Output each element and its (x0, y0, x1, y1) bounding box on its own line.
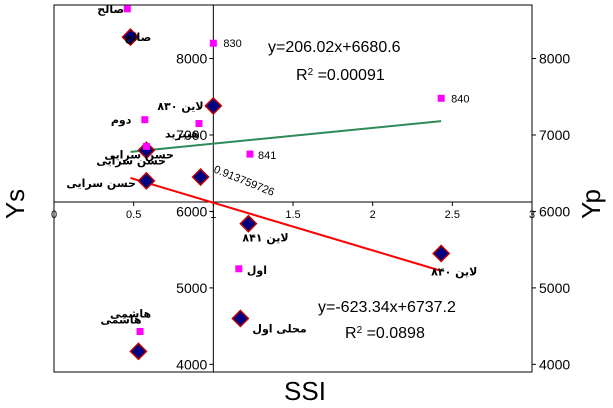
ys-point (231, 309, 250, 328)
yp-point-label: هاشمی (110, 307, 151, 320)
axes: 0 0.5 1 1.5 2 2.5 3 4000 5000 6000 7000 8000 4000 500… (51, 5, 570, 372)
x-tick-label: 1.5 (285, 209, 300, 221)
ys-point-label: حسن سرایی (96, 154, 166, 167)
plot-border (53, 4, 533, 373)
y-left-tick-label: 7000 (176, 127, 207, 143)
x-axis-title: SSI (284, 376, 326, 406)
yp-point-label: 840 (451, 93, 469, 105)
plot-frame (53, 4, 533, 373)
trendline-ys-r2: R2 =0.0898 (345, 325, 425, 343)
y-left-tick-label: 5000 (176, 280, 207, 296)
trendline-ys (130, 176, 442, 272)
yp-point (141, 116, 149, 124)
y-left-tick-label: 6000 (176, 203, 207, 219)
yp-point (195, 120, 203, 128)
ys-point (137, 141, 156, 160)
y-right-tick-label: 5000 (539, 280, 570, 296)
yp-point-label: دوم (111, 114, 132, 127)
yp-point (437, 94, 445, 102)
ys-point-label: حسن سرایی (66, 177, 136, 190)
ys-point (239, 214, 258, 233)
trendline-yp-r2: R2 =0.00091 (296, 67, 385, 85)
trendline-yp (130, 120, 442, 153)
ys-point (137, 171, 156, 190)
ys-point (191, 167, 210, 187)
ys-point (129, 342, 148, 361)
yp-point-label: حسن سرایی (104, 148, 174, 161)
data-points (121, 5, 451, 361)
y-left-tick-label: 8000 (176, 51, 207, 67)
trendline-yp-equation: y=206.02x+6680.6 (268, 39, 401, 56)
yp-point (142, 142, 150, 150)
x-tick-label: 0.5 (126, 209, 141, 221)
ys-point (204, 96, 223, 115)
value-annotation: 0.913759726 (212, 164, 276, 199)
y-right-tick-label: 6000 (539, 203, 570, 219)
x-tick-label: 2 (370, 209, 376, 221)
yp-point-label: هیبرید (165, 128, 199, 141)
yp-point (246, 150, 254, 158)
trendline-ys-equation: y=-623.34x+6737.2 (318, 299, 456, 316)
y-right-tick-label: 4000 (539, 356, 570, 372)
y-left-axis-title: Ys (0, 189, 30, 219)
y-left-tick-label: 4000 (176, 356, 207, 372)
ys-point-label: هاشمی (100, 313, 141, 326)
ys-point (121, 28, 140, 47)
trendlines (130, 120, 442, 272)
ys-point-label: صالح (124, 31, 151, 44)
ys-point-label: محلی اول (252, 322, 306, 335)
yp-point-label: اول (247, 264, 267, 277)
yp-point-label: 841 (258, 150, 276, 162)
x-tick-label: 2.5 (445, 209, 460, 221)
x-tick-label: 3 (529, 209, 535, 221)
y-right-axis-title: Yp (576, 189, 606, 219)
yp-point (235, 265, 243, 273)
x-tick-label: 1 (210, 209, 216, 221)
yp-point-label: صالح (97, 3, 124, 16)
yp-point (209, 39, 217, 47)
yp-point (123, 5, 131, 13)
yp-point-label: 830 (223, 38, 241, 50)
y-right-tick-label: 7000 (539, 127, 570, 143)
y-right-tick-label: 8000 (539, 51, 570, 67)
ys-point-label: لاین ۸۴۱ (242, 232, 288, 245)
ys-point-label: لاین ۸۳۰ (157, 100, 203, 113)
yp-point (136, 327, 144, 335)
ys-point (432, 244, 451, 263)
ys-point-label: لاین ۸۴۰ (431, 265, 477, 278)
x-tick-label: 0 (51, 209, 57, 221)
